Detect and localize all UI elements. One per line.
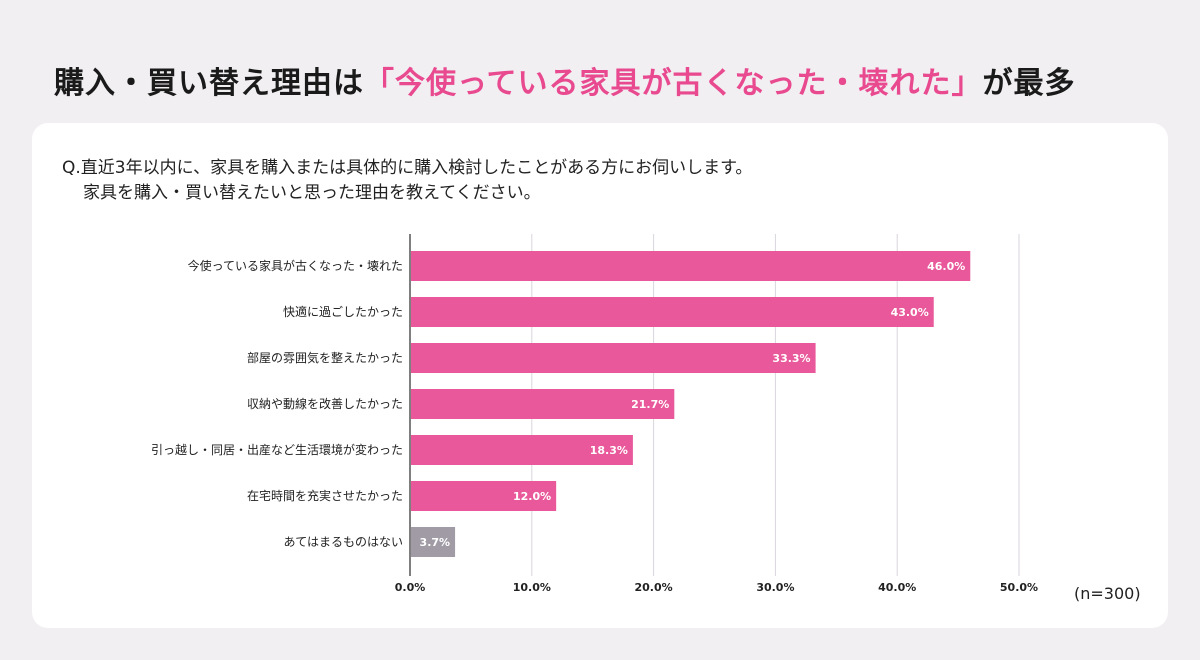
- bar: [411, 297, 934, 327]
- category-label: 快適に過ごしたかった: [283, 304, 403, 319]
- bar: [411, 251, 971, 281]
- value-label: 21.7%: [631, 398, 669, 411]
- bar: [411, 343, 816, 373]
- survey-question: Q.直近3年以内に、家具を購入または具体的に購入検討したことがある方にお伺いしま…: [62, 156, 752, 206]
- value-label: 33.3%: [772, 352, 810, 365]
- question-line-2: 家具を購入・買い替えたいと思った理由を教えてください。: [83, 183, 541, 203]
- category-label: 今使っている家具が古くなった・壊れた: [188, 258, 403, 273]
- question-line-1: Q.直近3年以内に、家具を購入または具体的に購入検討したことがある方にお伺いしま…: [62, 158, 753, 178]
- labels: 0.0% 10.0% 20.0% 30.0% 40.0% 50.0% 今使っている家具が古く…: [151, 258, 1038, 594]
- x-tick-label: 0.0%: [395, 581, 426, 594]
- value-label: 43.0%: [891, 306, 929, 319]
- bar: [411, 389, 675, 419]
- bars: [411, 251, 971, 557]
- category-label: 引っ越し・同居・出産など生活環境が変わった: [151, 442, 403, 457]
- x-tick-label: 10.0%: [513, 581, 551, 594]
- sample-size-note: (n=300): [1074, 584, 1141, 603]
- category-label: 在宅時間を充実させたかった: [247, 488, 403, 503]
- category-label: あてはまるものはない: [283, 535, 403, 549]
- value-label: 12.0%: [513, 490, 551, 503]
- headline-part2: が最多: [982, 66, 1076, 101]
- bar: [411, 481, 557, 511]
- x-tick-label: 50.0%: [1000, 581, 1038, 594]
- headline-part1: 購入・買い替え理由は: [54, 66, 364, 101]
- bar: [411, 527, 456, 557]
- headline-highlight: 「今使っている家具が古くなった・壊れた」: [364, 66, 983, 101]
- value-label: 46.0%: [927, 260, 965, 273]
- grid-lines: [409, 234, 1020, 576]
- bar: [411, 435, 633, 465]
- category-label: 収納や動線を改善したかった: [247, 396, 403, 411]
- x-tick-label: 30.0%: [756, 581, 794, 594]
- page-headline: 購入・買い替え理由は「今使っている家具が古くなった・壊れた」が最多: [54, 58, 1076, 102]
- value-label: 18.3%: [590, 444, 628, 457]
- category-label: 部屋の雰囲気を整えたかった: [247, 350, 403, 365]
- value-label: 3.7%: [420, 536, 451, 549]
- x-tick-label: 20.0%: [635, 581, 673, 594]
- x-tick-label: 40.0%: [878, 581, 916, 594]
- chart-card: [32, 123, 1168, 628]
